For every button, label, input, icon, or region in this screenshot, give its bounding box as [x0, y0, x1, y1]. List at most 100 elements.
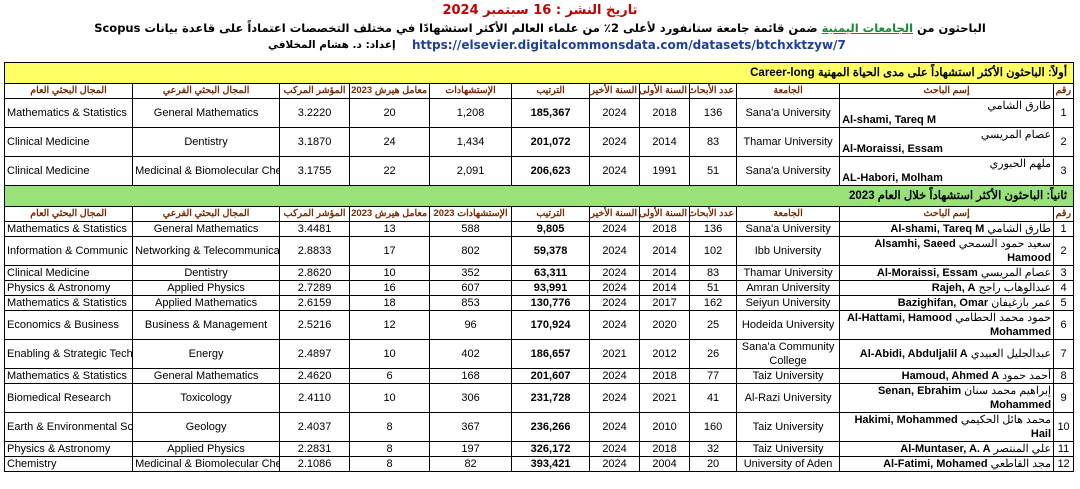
table-cell: Energy	[132, 339, 281, 369]
table-cell: Mathematics & Statistics	[3, 221, 134, 237]
data-row: 2 عصام المريسي Al-Moraissi, Essam Thamar U…	[3, 127, 1075, 157]
table-cell: Networking & Telecommunica	[132, 236, 281, 266]
table-cell: 160	[689, 412, 738, 442]
table-cell: Medicinal & Biomolecular Che	[132, 456, 281, 472]
table-cell: 162	[689, 295, 738, 311]
table-cell: 9,805	[511, 221, 591, 237]
title-text: ضمن قائمة جامعة ستانفورد لأعلى 2٪ من علم…	[94, 21, 818, 35]
table-cell: Clinical Medicine	[3, 265, 134, 281]
table-cell: 2021	[589, 339, 641, 369]
data-row: 12 مجد القاطعي Al-Fatimi, Mohamed Universi…	[3, 456, 1075, 472]
table-cell: 2.1086	[279, 456, 351, 472]
name-arabic: محمد هائل الحكيمي	[960, 414, 1052, 426]
table-cell: 22	[349, 156, 431, 186]
data-row: 10 محمد هائل الحكيمي Hakimi, Mohammed Hai…	[3, 412, 1075, 442]
table-cell: Sana'a University	[736, 98, 841, 128]
column-header: إسم الباحث	[839, 206, 1055, 222]
researcher-name: عمر بازغيفان Bazighifan, Omar	[839, 295, 1055, 311]
table-cell: 802	[429, 236, 513, 266]
table-cell: 367	[429, 412, 513, 442]
table-cell: 2024	[589, 236, 641, 266]
table-cell: 2,091	[429, 156, 513, 186]
row-number: 3	[1053, 265, 1075, 281]
table-cell: Chemistry	[3, 456, 134, 472]
table-cell: Information & Communic	[3, 236, 134, 266]
table-cell: 2.5216	[279, 310, 351, 340]
table-cell: 2024	[589, 368, 641, 384]
table-cell: 102	[689, 236, 738, 266]
table-cell: 2.7289	[279, 280, 351, 296]
table-cell: 393,421	[511, 456, 591, 472]
table-cell: 83	[689, 265, 738, 281]
researcher-name: عصام المريسي Al-Moraissi, Essam	[839, 127, 1055, 157]
table-cell: 185,367	[511, 98, 591, 128]
row-number: 3	[1053, 156, 1075, 186]
header-row: رقم إسم الباحث الجامعة عدد الأبحاث السنة الأ…	[3, 83, 1075, 99]
name-arabic: طارق الشامي	[987, 100, 1052, 112]
table-cell: 2024	[589, 456, 641, 472]
name-arabic: عصام المريسي	[980, 129, 1052, 141]
table-cell: 136	[689, 98, 738, 128]
table-cell: Thamar University	[736, 265, 841, 281]
table-cell: 17	[349, 236, 431, 266]
researcher-name: حمود محمد الحطامي Al-Hattami, Hamood Moh…	[839, 310, 1055, 340]
table-cell: 326,172	[511, 441, 591, 457]
table-cell: 2.4037	[279, 412, 351, 442]
section-row: ثانياً: الباحثون الأكثر استشهاداً خلال ا…	[3, 185, 1075, 207]
table-cell: 2.4620	[279, 368, 351, 384]
table-cell: 59,378	[511, 236, 591, 266]
title-text: الباحثون من	[917, 21, 986, 35]
table-cell: Applied Mathematics	[132, 295, 281, 311]
row-number: 11	[1053, 441, 1075, 457]
data-row: 9 إبراهيم محمد سنان Senan, Ebrahim Mohamm…	[3, 383, 1075, 413]
table-cell: Sana'a University	[736, 156, 841, 186]
table-cell: 231,728	[511, 383, 591, 413]
name-english: Al-Moraissi, Essam	[876, 267, 978, 279]
column-header: المجال البحثي الفرعي	[132, 83, 281, 99]
row-number: 9	[1053, 383, 1075, 413]
name-english: Bazighifan, Omar	[897, 297, 989, 309]
column-header: معامل هيرش 2023	[349, 83, 431, 99]
header-row: رقم إسم الباحث الجامعة عدد الأبحاث السنة الأ…	[3, 206, 1075, 222]
table-cell: 2020	[639, 310, 691, 340]
table-cell: 8	[349, 441, 431, 457]
table-cell: 206,623	[511, 156, 591, 186]
publish-date: تاريخ النشر : 16 سبتمبر 2024	[442, 3, 638, 18]
table-cell: 12	[349, 310, 431, 340]
title-highlight: الجامعات اليمنية	[821, 21, 914, 35]
table-cell: 16	[349, 280, 431, 296]
table-cell: 26	[689, 339, 738, 369]
name-english: Al-Hattami, Hamood Mohammed	[846, 312, 1052, 338]
table-cell: Taiz University	[736, 368, 841, 384]
table-cell: 201,607	[511, 368, 591, 384]
column-header: إسم الباحث	[839, 83, 1055, 99]
table-cell: Toxicology	[132, 383, 281, 413]
data-row: 8 أحمد حمود Hamoud, Ahmed A Taiz Universit…	[3, 368, 1075, 384]
table-cell: 51	[689, 280, 738, 296]
table-cell: 77	[689, 368, 738, 384]
table-cell: 3.4481	[279, 221, 351, 237]
table-cell: 2.8833	[279, 236, 351, 266]
row-number: 6	[1053, 310, 1075, 340]
table-cell: Economics & Business	[3, 310, 134, 340]
table-cell: Taiz University	[736, 412, 841, 442]
researcher-name: إبراهيم محمد سنان Senan, Ebrahim Mohamme…	[839, 383, 1055, 413]
name-arabic: عبدالوهاب راجح	[978, 282, 1052, 294]
column-header: المجال البحثي الفرعي	[132, 206, 281, 222]
section-title: أولاً: الباحثون الأكثر استشهاداً على مدى…	[3, 62, 1075, 84]
name-english: Alsamhi, Saeed Hamood	[874, 238, 1052, 264]
name-arabic: إبراهيم محمد سنان	[964, 385, 1052, 397]
table-cell: Geology	[132, 412, 281, 442]
table-cell: 2.4897	[279, 339, 351, 369]
section-title: ثانياً: الباحثون الأكثر استشهاداً خلال ا…	[3, 185, 1075, 207]
table-cell: 352	[429, 265, 513, 281]
table-cell: 93,991	[511, 280, 591, 296]
row-number: 1	[1053, 221, 1075, 237]
source-url[interactable]: https://elsevier.digitalcommonsdata.com/…	[412, 38, 846, 52]
row-number: 7	[1053, 339, 1075, 369]
column-header: الجامعة	[736, 206, 841, 222]
column-header: الإستشهادات	[429, 83, 513, 99]
table-cell: 2018	[639, 98, 691, 128]
table-cell: General Mathematics	[132, 98, 281, 128]
table-cell: 168	[429, 368, 513, 384]
